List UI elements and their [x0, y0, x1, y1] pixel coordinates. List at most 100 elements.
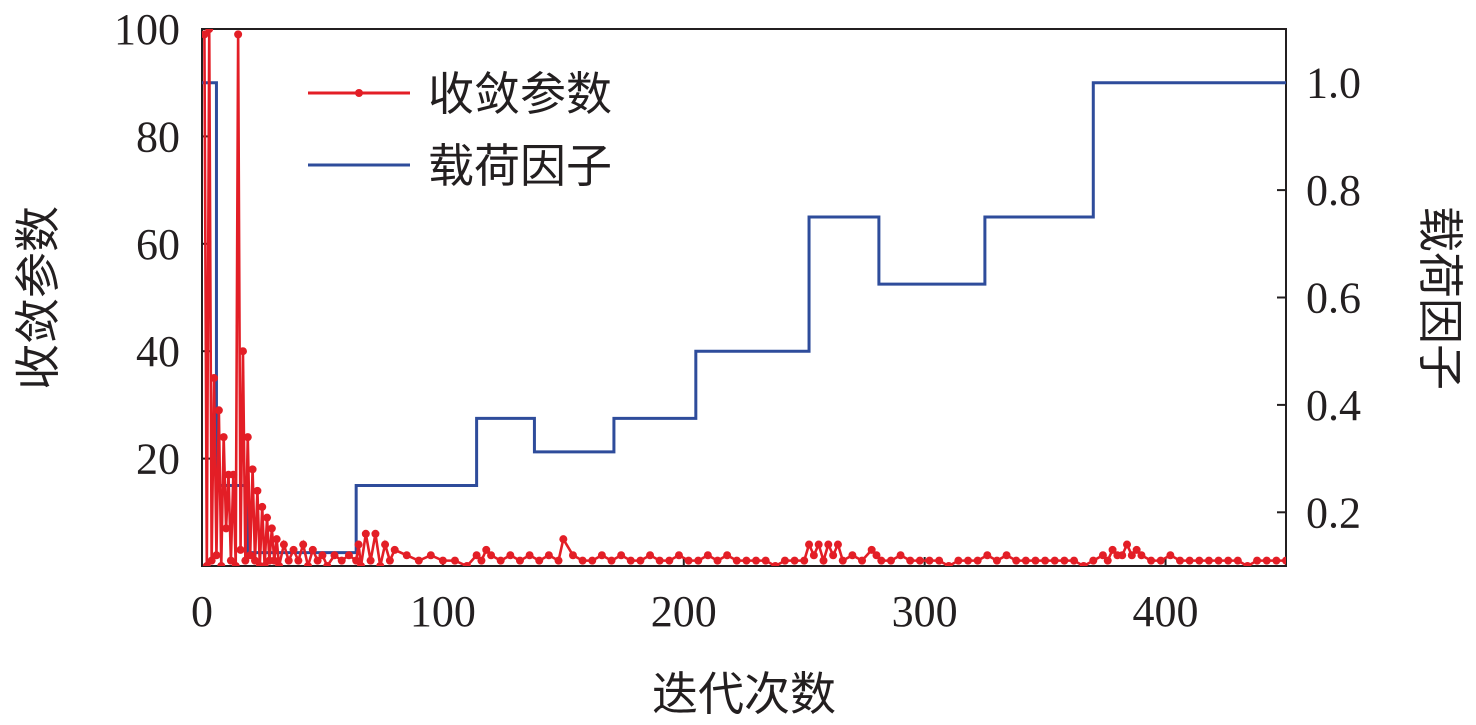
data-point-convergence	[814, 540, 823, 549]
x-tick-label-400: 400	[1133, 587, 1199, 636]
data-point-convergence	[1108, 545, 1117, 554]
y-left-tick-label-100: 100	[114, 5, 180, 54]
data-point-convergence	[1272, 556, 1281, 565]
data-point-convergence	[626, 556, 635, 565]
data-point-convergence	[299, 540, 308, 549]
data-point-convergence	[1214, 556, 1223, 565]
data-point-convergence	[354, 540, 363, 549]
data-point-convergence	[361, 529, 370, 538]
data-point-convergence	[515, 556, 524, 565]
legend-label-load-factor: 载荷因子	[428, 141, 612, 192]
legend-label-convergence: 收敛参数	[428, 69, 612, 120]
data-point-convergence	[450, 556, 459, 565]
data-point-convergence	[732, 556, 741, 565]
data-point-convergence	[1060, 556, 1069, 565]
data-point-convergence	[872, 551, 881, 560]
data-point-convergence	[780, 556, 789, 565]
data-point-convergence	[477, 556, 486, 565]
data-point-convergence	[318, 551, 327, 560]
data-point-convergence	[819, 556, 828, 565]
x-axis-title: 迭代次数	[652, 669, 836, 720]
data-point-convergence	[246, 551, 255, 560]
series-points-convergence	[202, 29, 1286, 566]
data-point-convergence	[438, 556, 447, 565]
data-point-convergence	[229, 470, 238, 479]
data-point-convergence	[1233, 556, 1242, 565]
data-point-convergence	[703, 551, 712, 560]
plot-area: 0 100 200 300 400 20 40 60 80 100 0.2 0.4 0.6 0.8 1.0	[114, 5, 1361, 636]
data-point-convergence	[848, 551, 857, 560]
data-point-convergence	[344, 551, 353, 560]
data-point-convergence	[352, 556, 361, 565]
data-point-convergence	[313, 556, 322, 565]
data-point-convergence	[771, 562, 780, 566]
data-point-convergence	[525, 551, 534, 560]
y-right-tick-label-0.4: 0.4	[1306, 381, 1361, 430]
data-point-convergence	[636, 556, 645, 565]
data-point-convergence	[253, 486, 262, 495]
data-point-convergence	[294, 556, 303, 565]
data-point-convergence	[752, 556, 761, 565]
data-point-convergence	[207, 556, 216, 565]
data-point-convergence	[243, 433, 252, 442]
data-point-convergence	[973, 556, 982, 565]
data-point-convergence	[1031, 556, 1040, 565]
data-point-convergence	[877, 556, 886, 565]
data-point-convergence	[588, 556, 597, 565]
data-point-convergence	[742, 556, 751, 565]
data-point-convergence	[655, 556, 664, 565]
data-point-convergence	[250, 556, 259, 565]
data-point-convergence	[925, 556, 934, 565]
data-point-convergence	[800, 556, 809, 565]
data-point-convergence	[805, 540, 814, 549]
y-right-tick-label-0.2: 0.2	[1306, 488, 1361, 537]
data-point-convergence	[210, 374, 219, 383]
x-tick-label-200: 200	[651, 587, 717, 636]
data-point-convergence	[381, 540, 390, 549]
data-point-convergence	[330, 551, 339, 560]
data-point-convergence	[202, 30, 209, 39]
data-point-convergence	[241, 556, 250, 565]
data-point-convergence	[915, 556, 924, 565]
data-point-convergence	[824, 540, 833, 549]
data-point-convergence	[1002, 551, 1011, 560]
y-left-tick-label-80: 80	[136, 112, 180, 161]
x-tick-label-300: 300	[892, 587, 958, 636]
data-point-convergence	[234, 30, 243, 39]
data-point-convergence	[1079, 562, 1088, 566]
y-left-axis-title: 收敛参数	[13, 206, 64, 390]
data-point-convergence	[1262, 556, 1271, 565]
data-point-convergence	[217, 562, 226, 566]
data-point-convergence	[1185, 556, 1194, 565]
data-point-convergence	[1103, 556, 1112, 565]
data-point-convergence	[684, 556, 693, 565]
data-point-convergence	[1118, 551, 1127, 560]
data-point-convergence	[1156, 556, 1165, 565]
data-point-convergence	[578, 556, 587, 565]
data-point-convergence	[1098, 551, 1107, 560]
data-point-convergence	[1041, 556, 1050, 565]
data-point-convergence	[646, 551, 655, 560]
data-point-convergence	[761, 556, 770, 565]
data-point-convergence	[1012, 556, 1021, 565]
legend: 收敛参数 载荷因子	[308, 69, 612, 192]
data-point-convergence	[366, 556, 375, 565]
series-line-load-factor	[202, 81, 1286, 555]
data-point-convergence	[222, 524, 231, 533]
x-tick-label-0: 0	[191, 587, 213, 636]
data-point-convergence	[272, 535, 281, 544]
data-point-convergence	[376, 562, 385, 566]
data-point-convergence	[1147, 556, 1156, 565]
data-point-convergence	[1021, 556, 1030, 565]
data-point-convergence	[829, 551, 838, 560]
data-point-convergence	[896, 551, 905, 560]
data-point-convergence	[944, 562, 953, 566]
data-point-convergence	[414, 556, 423, 565]
data-point-convergence	[983, 551, 992, 560]
y-left-tick-label-40: 40	[136, 327, 180, 376]
data-point-convergence	[1132, 545, 1141, 554]
data-point-convergence	[964, 556, 973, 565]
data-point-convergence	[1224, 556, 1233, 565]
data-point-convergence	[674, 551, 683, 560]
